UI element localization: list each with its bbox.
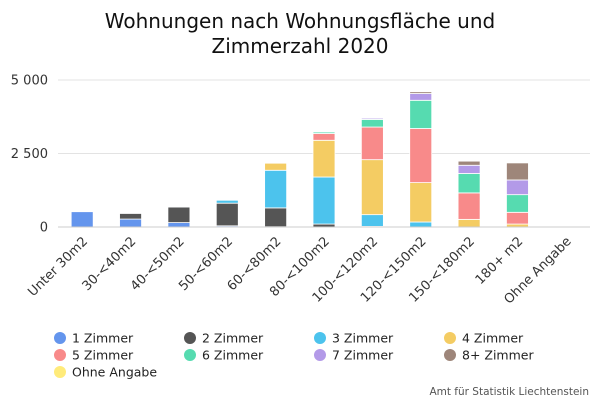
legend-label: 8+ Zimmer xyxy=(462,348,534,363)
y-tick-label: 5 000 xyxy=(11,74,48,89)
legend-swatch xyxy=(314,332,326,344)
bar-segment xyxy=(264,207,288,228)
x-tick-label: Unter 30m2 xyxy=(25,234,91,300)
legend-swatch xyxy=(54,366,66,378)
bar-segment xyxy=(360,126,384,161)
bar-segment xyxy=(167,206,191,208)
bar-segment xyxy=(409,93,433,101)
bar-segment xyxy=(215,199,239,204)
legend-label: 3 Zimmer xyxy=(332,331,394,346)
bar-segment xyxy=(312,139,336,178)
bar-segment xyxy=(119,213,142,220)
bar-segment xyxy=(360,214,384,227)
legend-label: 7 Zimmer xyxy=(332,348,394,363)
bar-segment xyxy=(119,218,142,228)
legend-swatch xyxy=(444,332,456,344)
bar-segment xyxy=(167,222,191,228)
bar-segment xyxy=(409,221,433,228)
bar-segment xyxy=(457,164,481,174)
bar-segment xyxy=(312,131,336,134)
legend-swatch xyxy=(444,349,456,361)
bar-segment xyxy=(264,162,288,171)
legend-label: 5 Zimmer xyxy=(72,348,134,363)
legend-swatch xyxy=(314,349,326,361)
bar-segment xyxy=(360,117,384,120)
legend-swatch xyxy=(184,349,196,361)
legend-label: 4 Zimmer xyxy=(462,331,524,346)
source-credit: Amt für Statistik Liechtenstein xyxy=(429,386,589,398)
legend-label: 1 Zimmer xyxy=(72,331,134,346)
bar-segment xyxy=(457,192,481,220)
bar-segment xyxy=(360,159,384,216)
x-axis-ticks: Unter 30m230-<40m240-<50m250-<60m260-<80… xyxy=(25,234,574,307)
legend-label: 6 Zimmer xyxy=(202,348,264,363)
legend-swatch xyxy=(184,332,196,344)
y-tick-label: 0 xyxy=(40,221,48,236)
legend-swatch xyxy=(54,349,66,361)
bar-segment xyxy=(360,119,384,128)
bar-segment xyxy=(506,162,529,181)
bar-segment xyxy=(215,202,239,227)
chart-title-line-2: Zimmerzahl 2020 xyxy=(212,34,389,58)
bar-segment xyxy=(409,91,433,94)
bar-segment xyxy=(457,173,481,194)
bar-segment xyxy=(409,128,433,184)
chart-title-line-1: Wohnungen nach Wohnungsfläche und xyxy=(105,9,495,33)
legend-swatch xyxy=(54,332,66,344)
bar-segment xyxy=(167,206,191,223)
y-axis-ticks: 0 2 500 5 000 xyxy=(11,74,48,236)
bar-segment xyxy=(312,176,336,225)
bars xyxy=(70,91,529,228)
legend-label: 2 Zimmer xyxy=(202,331,264,346)
bar-segment xyxy=(457,160,481,166)
bar-segment xyxy=(506,179,529,196)
y-tick-label: 2 500 xyxy=(11,147,48,162)
bar-segment xyxy=(409,182,433,223)
bar-segment xyxy=(506,194,529,213)
legend: 1 Zimmer 2 Zimmer 3 Zimmer 4 Zimmer 5 Zimmer… xyxy=(54,331,534,380)
bar-segment xyxy=(264,169,288,209)
bar-segment xyxy=(457,218,481,228)
bar-segment xyxy=(70,211,94,228)
bar-segment xyxy=(506,211,529,225)
bar-segment xyxy=(409,99,433,129)
bar-segment xyxy=(312,133,336,141)
legend-label: Ohne Angabe xyxy=(72,365,157,380)
